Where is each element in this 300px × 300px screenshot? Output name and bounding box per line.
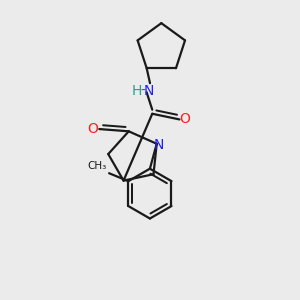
Text: O: O <box>88 122 98 136</box>
Text: CH₃: CH₃ <box>88 161 107 171</box>
Text: -: - <box>140 84 145 98</box>
Text: N: N <box>144 84 154 98</box>
Text: O: O <box>180 112 190 126</box>
Text: N: N <box>153 138 164 152</box>
Text: H: H <box>131 84 142 98</box>
